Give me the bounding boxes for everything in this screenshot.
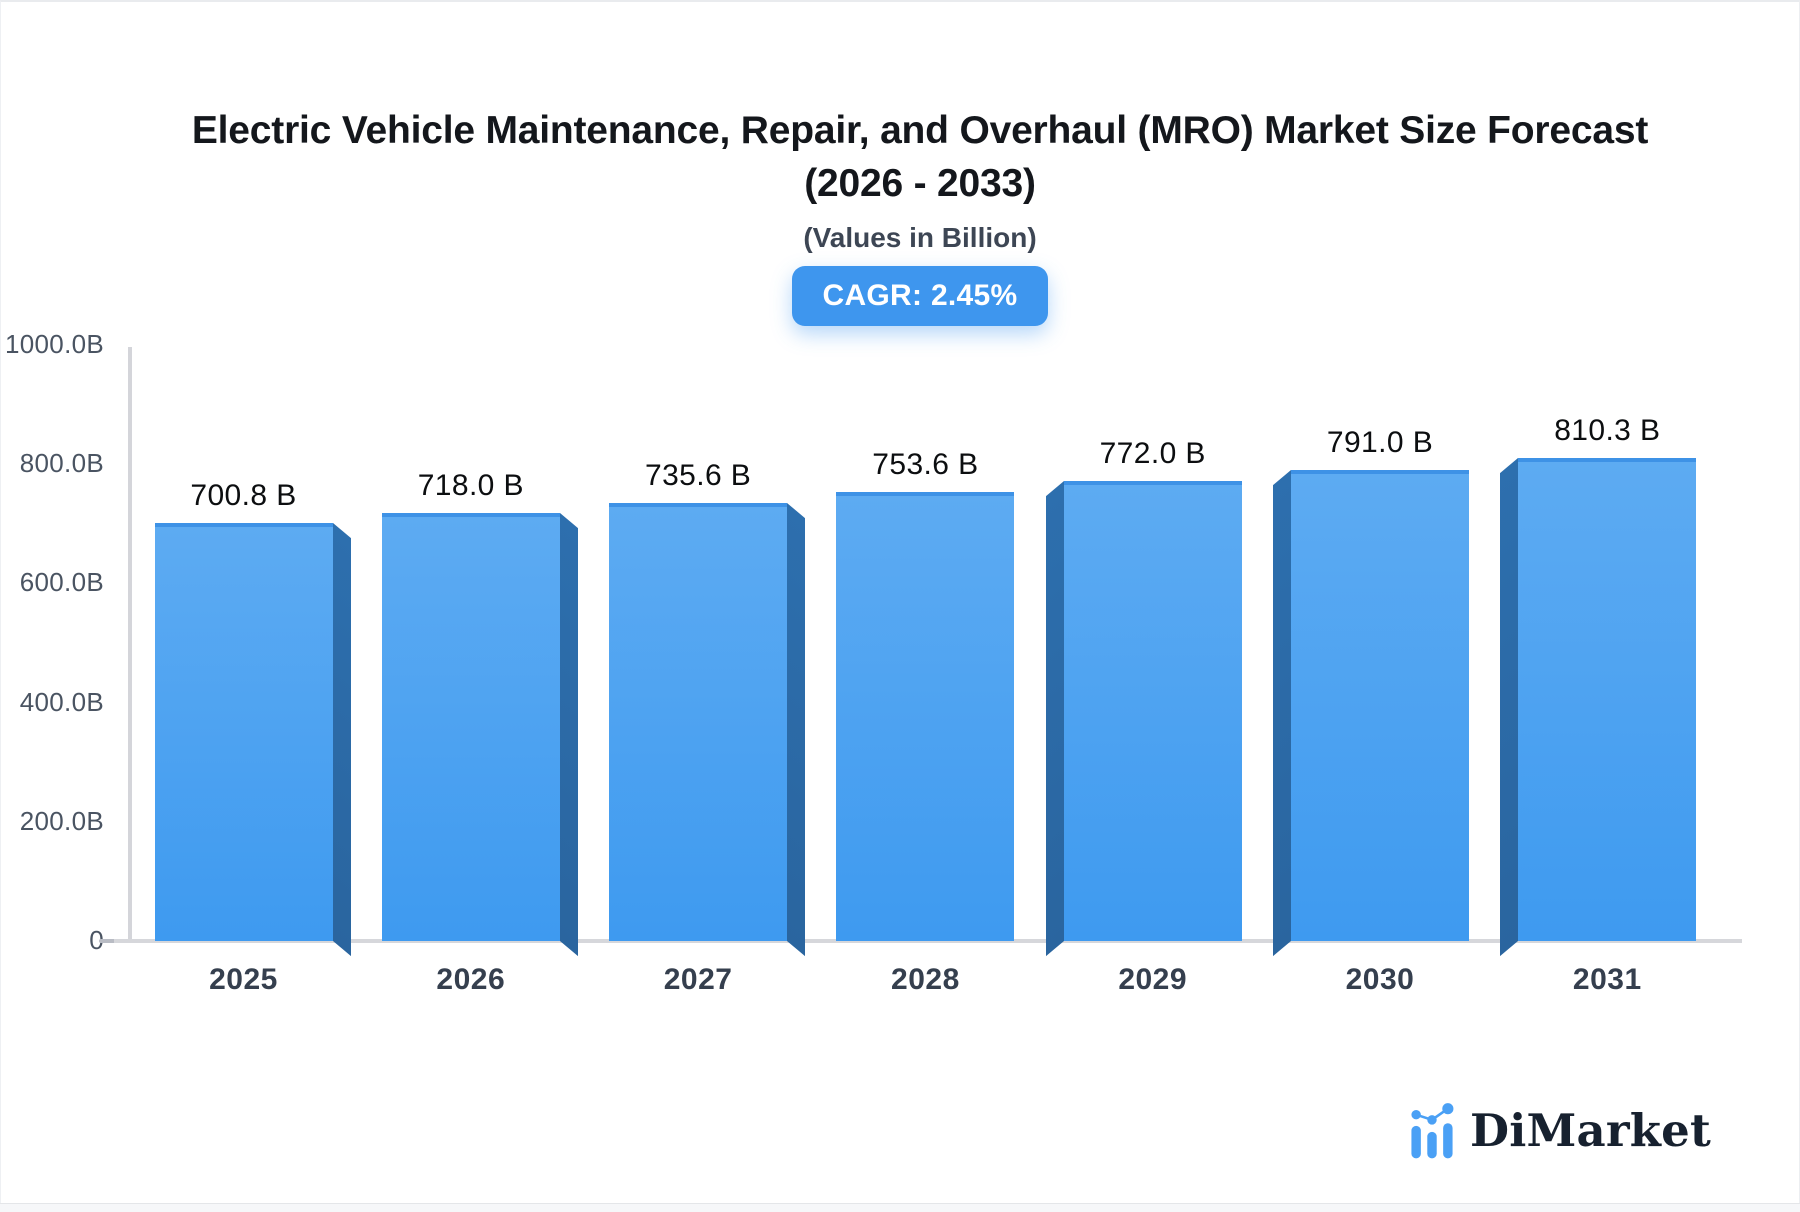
bar-3d-side [1045, 480, 1064, 957]
bar-2031 [1518, 458, 1697, 941]
x-axis-label-2030: 2030 [1345, 963, 1415, 996]
dimarket-logo-icon [1411, 1103, 1454, 1159]
bar-2025 [154, 523, 333, 941]
bar-value-label: 810.3 B [1554, 414, 1661, 448]
chart-title: Electric Vehicle Maintenance, Repair, an… [40, 104, 1800, 210]
bar-3d-side [1500, 458, 1519, 957]
y-axis-tick-label: 800.0B [19, 448, 104, 479]
chart-header: Electric Vehicle Maintenance, Repair, an… [40, 104, 1800, 326]
y-axis-tick-label: 0 [89, 924, 104, 955]
x-axis-label-2028: 2028 [891, 963, 960, 996]
x-axis-label-2031: 2031 [1572, 963, 1642, 996]
cagr-badge: CAGR: 2.45% [792, 266, 1048, 326]
bar-2030 [1291, 469, 1469, 941]
x-axis-label-2026: 2026 [436, 963, 506, 996]
bar-2029 [1063, 480, 1242, 941]
zero-tick-mark [99, 939, 118, 943]
bar-value-label: 700.8 B [190, 479, 297, 513]
plot-area: 700.8 B 2025 718.0 B 2026 735.6 B 2027 753.6 B… [114, 345, 1750, 996]
brand-name: DiMarket [1470, 1104, 1711, 1157]
y-axis-tick-label: 600.0B [19, 567, 104, 598]
chart-title-line1: Electric Vehicle Maintenance, Repair, an… [191, 109, 1649, 152]
bar-value-label: 791.0 B [1326, 425, 1434, 459]
chart-title-line2: (2026 - 2033) [804, 162, 1036, 205]
bar-value-label: 735.6 B [644, 458, 752, 492]
bar-2027 [609, 502, 788, 941]
bar-value-label: 772.0 B [1099, 436, 1206, 470]
bar-3d-side [332, 523, 351, 957]
y-axis-tick-label: 200.0B [19, 805, 104, 836]
bar-2026 [381, 513, 560, 941]
bar-chart: 1000.0B 800.0B 600.0B 400.0B 200.0B 0 700.8 B… [0, 329, 1800, 1065]
bar-3d-side [787, 502, 806, 957]
bar-2028 [836, 491, 1015, 941]
x-axis-line [114, 939, 1742, 943]
x-axis-label-2027: 2027 [663, 963, 733, 996]
brand-logo: DiMarket [1408, 1096, 1711, 1166]
bar-value-label: 718.0 B [417, 469, 524, 503]
bar-value-label: 753.6 B [872, 447, 979, 481]
chart-subtitle: (Values in Billion) [803, 222, 1037, 253]
page-bottom-strip [0, 1203, 1800, 1212]
y-axis-tick-label: 1000.0B [5, 328, 104, 359]
y-axis-tick-label: 400.0B [19, 686, 104, 717]
y-axis-line [128, 347, 132, 943]
bar-3d-side [559, 513, 578, 957]
x-axis-label-2025: 2025 [209, 963, 278, 996]
x-axis-label-2029: 2029 [1118, 963, 1188, 996]
bar-3d-side [1273, 469, 1291, 957]
